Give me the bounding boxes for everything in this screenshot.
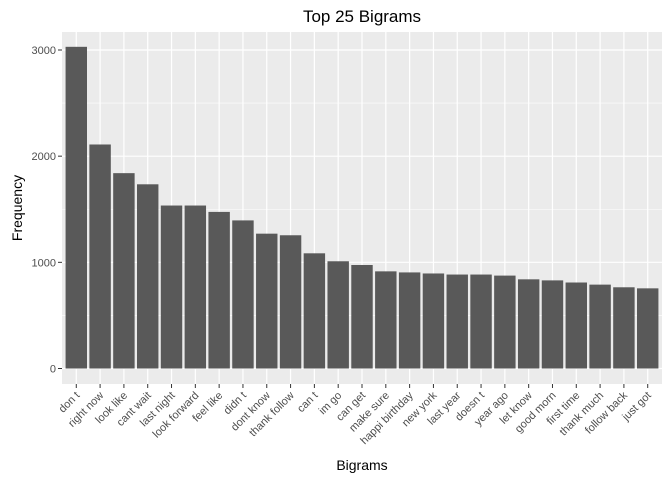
y-tick-label: 1000 [32, 257, 56, 269]
bar [65, 46, 87, 369]
bar [494, 275, 516, 369]
bar [279, 235, 302, 369]
y-axis-title: Frequency [9, 175, 25, 241]
bar [541, 280, 564, 369]
bar [565, 282, 587, 369]
bar [637, 288, 659, 369]
bar [398, 272, 421, 369]
chart-title: Top 25 Bigrams [303, 7, 421, 26]
bar [589, 284, 611, 369]
bar [256, 233, 278, 369]
bar [113, 173, 135, 369]
y-tick-label: 0 [50, 364, 56, 376]
y-tick-label: 3000 [32, 45, 56, 57]
bar [446, 274, 468, 369]
bar [422, 273, 445, 369]
x-axis-title: Bigrams [336, 457, 387, 473]
bar [613, 287, 635, 369]
bar [517, 279, 540, 369]
bar [184, 205, 207, 369]
bar [208, 211, 230, 369]
y-tick-label: 2000 [32, 151, 56, 163]
bar [137, 184, 159, 369]
bar [351, 264, 373, 369]
bar [375, 271, 397, 369]
bar [89, 144, 111, 369]
bar [470, 274, 492, 369]
bar [232, 220, 254, 369]
bar [327, 261, 349, 369]
bar [160, 205, 183, 369]
x-tick-label: can t [295, 390, 320, 415]
bar [303, 253, 326, 369]
